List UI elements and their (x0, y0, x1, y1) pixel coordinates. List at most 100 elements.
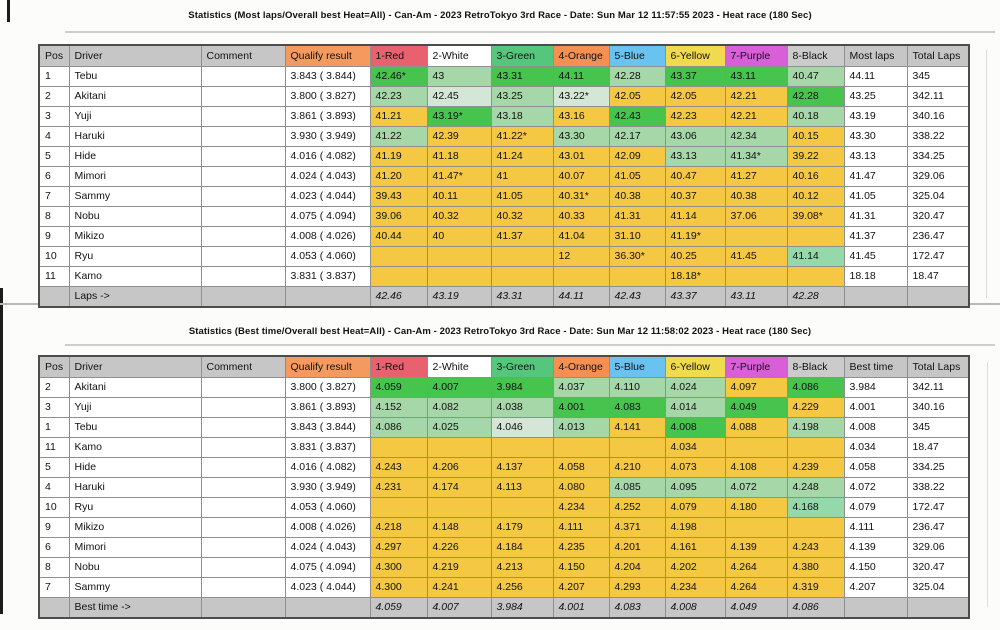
pos-cell: 9 (38, 517, 70, 538)
lane-cell-purple: 4.180 (724, 497, 788, 518)
driver-row: 7 Sammy 4.023 ( 4.044) 4.300 4.241 4.256 4.207… (38, 577, 970, 598)
footer-lane-red: 42.46 (369, 286, 428, 308)
lane-cell-blue: 4.201 (608, 537, 666, 558)
lane-cell-red: 4.059 (369, 377, 428, 398)
lane-cell-red: 4.300 (369, 577, 428, 598)
driver-cell: Haruki (68, 126, 202, 147)
lane-cell-blue: 42.09 (608, 146, 666, 167)
lane-cell-white: 41.47* (426, 166, 492, 187)
lane-cell-red: 41.21 (369, 106, 428, 127)
lane-cell-blue: 41.31 (608, 206, 666, 227)
driver-cell: Yuji (68, 397, 202, 418)
pos-cell: 1 (38, 417, 70, 438)
lane-cell-yellow: 43.06 (664, 126, 726, 147)
lane-cell-purple: 40.38 (724, 186, 788, 207)
lane-cell-black (786, 226, 845, 247)
driver-row: 2 Akitani 3.800 ( 3.827) 4.059 4.007 3.984 4.0… (38, 377, 970, 398)
lane-cell-green: 43.25 (490, 86, 554, 107)
driver-cell: Ryu (68, 246, 202, 267)
lane-cell-yellow: 4.234 (664, 577, 726, 598)
footer-total-cell (906, 597, 970, 619)
col-header-lane-white: 2-White (426, 355, 492, 378)
lane-cell-white: 41.18 (426, 146, 492, 167)
pos-cell: 9 (38, 226, 70, 247)
col-header-qualify: Qualify result (284, 355, 371, 378)
driver-cell: Sammy (68, 186, 202, 207)
qualify-cell: 3.831 ( 3.837) (284, 437, 371, 458)
lane-cell-green: 4.184 (490, 537, 554, 558)
lane-cell-white (426, 246, 492, 267)
report-title-best-time: Statistics (Best time/Overall best Heat=… (188, 326, 812, 337)
summary-cell: 4.150 (843, 557, 908, 578)
lane-cell-purple: 4.264 (724, 577, 788, 598)
footer-lane-yellow: 4.008 (664, 597, 726, 619)
lane-cell-green: 41.24 (490, 146, 554, 167)
driver-row: 2 Akitani 3.800 ( 3.827) 42.23 42.45 43.25 43.… (38, 86, 970, 107)
qualify-cell: 3.861 ( 3.893) (284, 397, 371, 418)
summary-cell: 4.058 (843, 457, 908, 478)
pos-cell: 1 (38, 66, 70, 87)
scan-left-edge-bar (0, 288, 3, 614)
lane-cell-orange (552, 266, 610, 287)
lane-cell-orange: 4.207 (552, 577, 610, 598)
lane-cell-green: 4.213 (490, 557, 554, 578)
lane-cell-black: 4.243 (786, 537, 845, 558)
driver-cell: Tebu (68, 66, 202, 87)
qualify-cell: 3.800 ( 3.827) (284, 377, 371, 398)
qualify-cell: 3.843 ( 3.844) (284, 417, 371, 438)
lane-cell-white: 40.32 (426, 206, 492, 227)
comment-cell (200, 246, 286, 267)
lane-cell-red: 40.44 (369, 226, 428, 247)
lane-cell-yellow: 40.47 (664, 166, 726, 187)
comment-cell (200, 457, 286, 478)
best-time-table: Pos Driver Comment Qualify result 1-Red 2-Whi… (38, 355, 970, 619)
pos-cell: 2 (38, 86, 70, 107)
driver-row: 9 Mikizo 4.008 ( 4.026) 4.218 4.148 4.179 4.11… (38, 517, 970, 538)
footer-lane-green: 3.984 (490, 597, 554, 619)
lane-cell-blue: 36.30* (608, 246, 666, 267)
lane-cell-orange: 43.16 (552, 106, 610, 127)
lane-cell-white: 4.025 (426, 417, 492, 438)
driver-row: 1 Tebu 3.843 ( 3.844) 42.46* 43 43.31 44.11 42.… (38, 66, 970, 87)
total-cell: 338.22 (906, 477, 970, 498)
lane-cell-purple: 42.21 (724, 106, 788, 127)
footer-row: Best time -> 4.059 4.007 3.984 4.001 4.083 4.0… (38, 597, 970, 619)
lane-cell-orange: 44.11 (552, 66, 610, 87)
pos-cell: 6 (38, 166, 70, 187)
comment-cell (200, 517, 286, 538)
lane-cell-black (786, 517, 845, 538)
lane-cell-green: 4.113 (490, 477, 554, 498)
comment-cell (200, 106, 286, 127)
driver-row: 6 Mimori 4.024 ( 4.043) 4.297 4.226 4.184 4.23… (38, 537, 970, 558)
summary-cell: 3.984 (843, 377, 908, 398)
footer-summary-cell (843, 597, 908, 619)
qualify-cell: 4.016 ( 4.082) (284, 457, 371, 478)
qualify-cell: 4.008 ( 4.026) (284, 517, 371, 538)
lane-cell-black: 40.47 (786, 66, 845, 87)
pos-cell: 10 (38, 497, 70, 518)
lane-cell-black: 4.229 (786, 397, 845, 418)
lane-cell-orange: 43.30 (552, 126, 610, 147)
qualify-cell: 4.023 ( 4.044) (284, 186, 371, 207)
comment-cell (200, 186, 286, 207)
lane-cell-blue: 42.28 (608, 66, 666, 87)
comment-cell (200, 557, 286, 578)
footer-label: Laps -> (68, 286, 202, 308)
summary-cell: 41.45 (843, 246, 908, 267)
qualify-cell: 4.075 ( 4.094) (284, 557, 371, 578)
lane-cell-purple: 4.108 (724, 457, 788, 478)
qualify-cell: 3.861 ( 3.893) (284, 106, 371, 127)
lane-cell-orange: 4.037 (552, 377, 610, 398)
driver-cell: Haruki (68, 477, 202, 498)
summary-cell: 43.19 (843, 106, 908, 127)
lane-cell-orange: 4.058 (552, 457, 610, 478)
lane-cell-orange (552, 437, 610, 458)
footer-qualify-cell (284, 597, 371, 619)
header-row: Pos Driver Comment Qualify result 1-Red 2-Whi… (38, 355, 970, 378)
footer-lane-purple: 43.11 (724, 286, 788, 308)
lane-cell-yellow: 43.13 (664, 146, 726, 167)
col-header-lane-white: 2-White (426, 44, 492, 67)
lane-cell-yellow: 4.202 (664, 557, 726, 578)
lane-cell-black (786, 266, 845, 287)
col-header-lane-orange: 4-Orange (552, 355, 610, 378)
